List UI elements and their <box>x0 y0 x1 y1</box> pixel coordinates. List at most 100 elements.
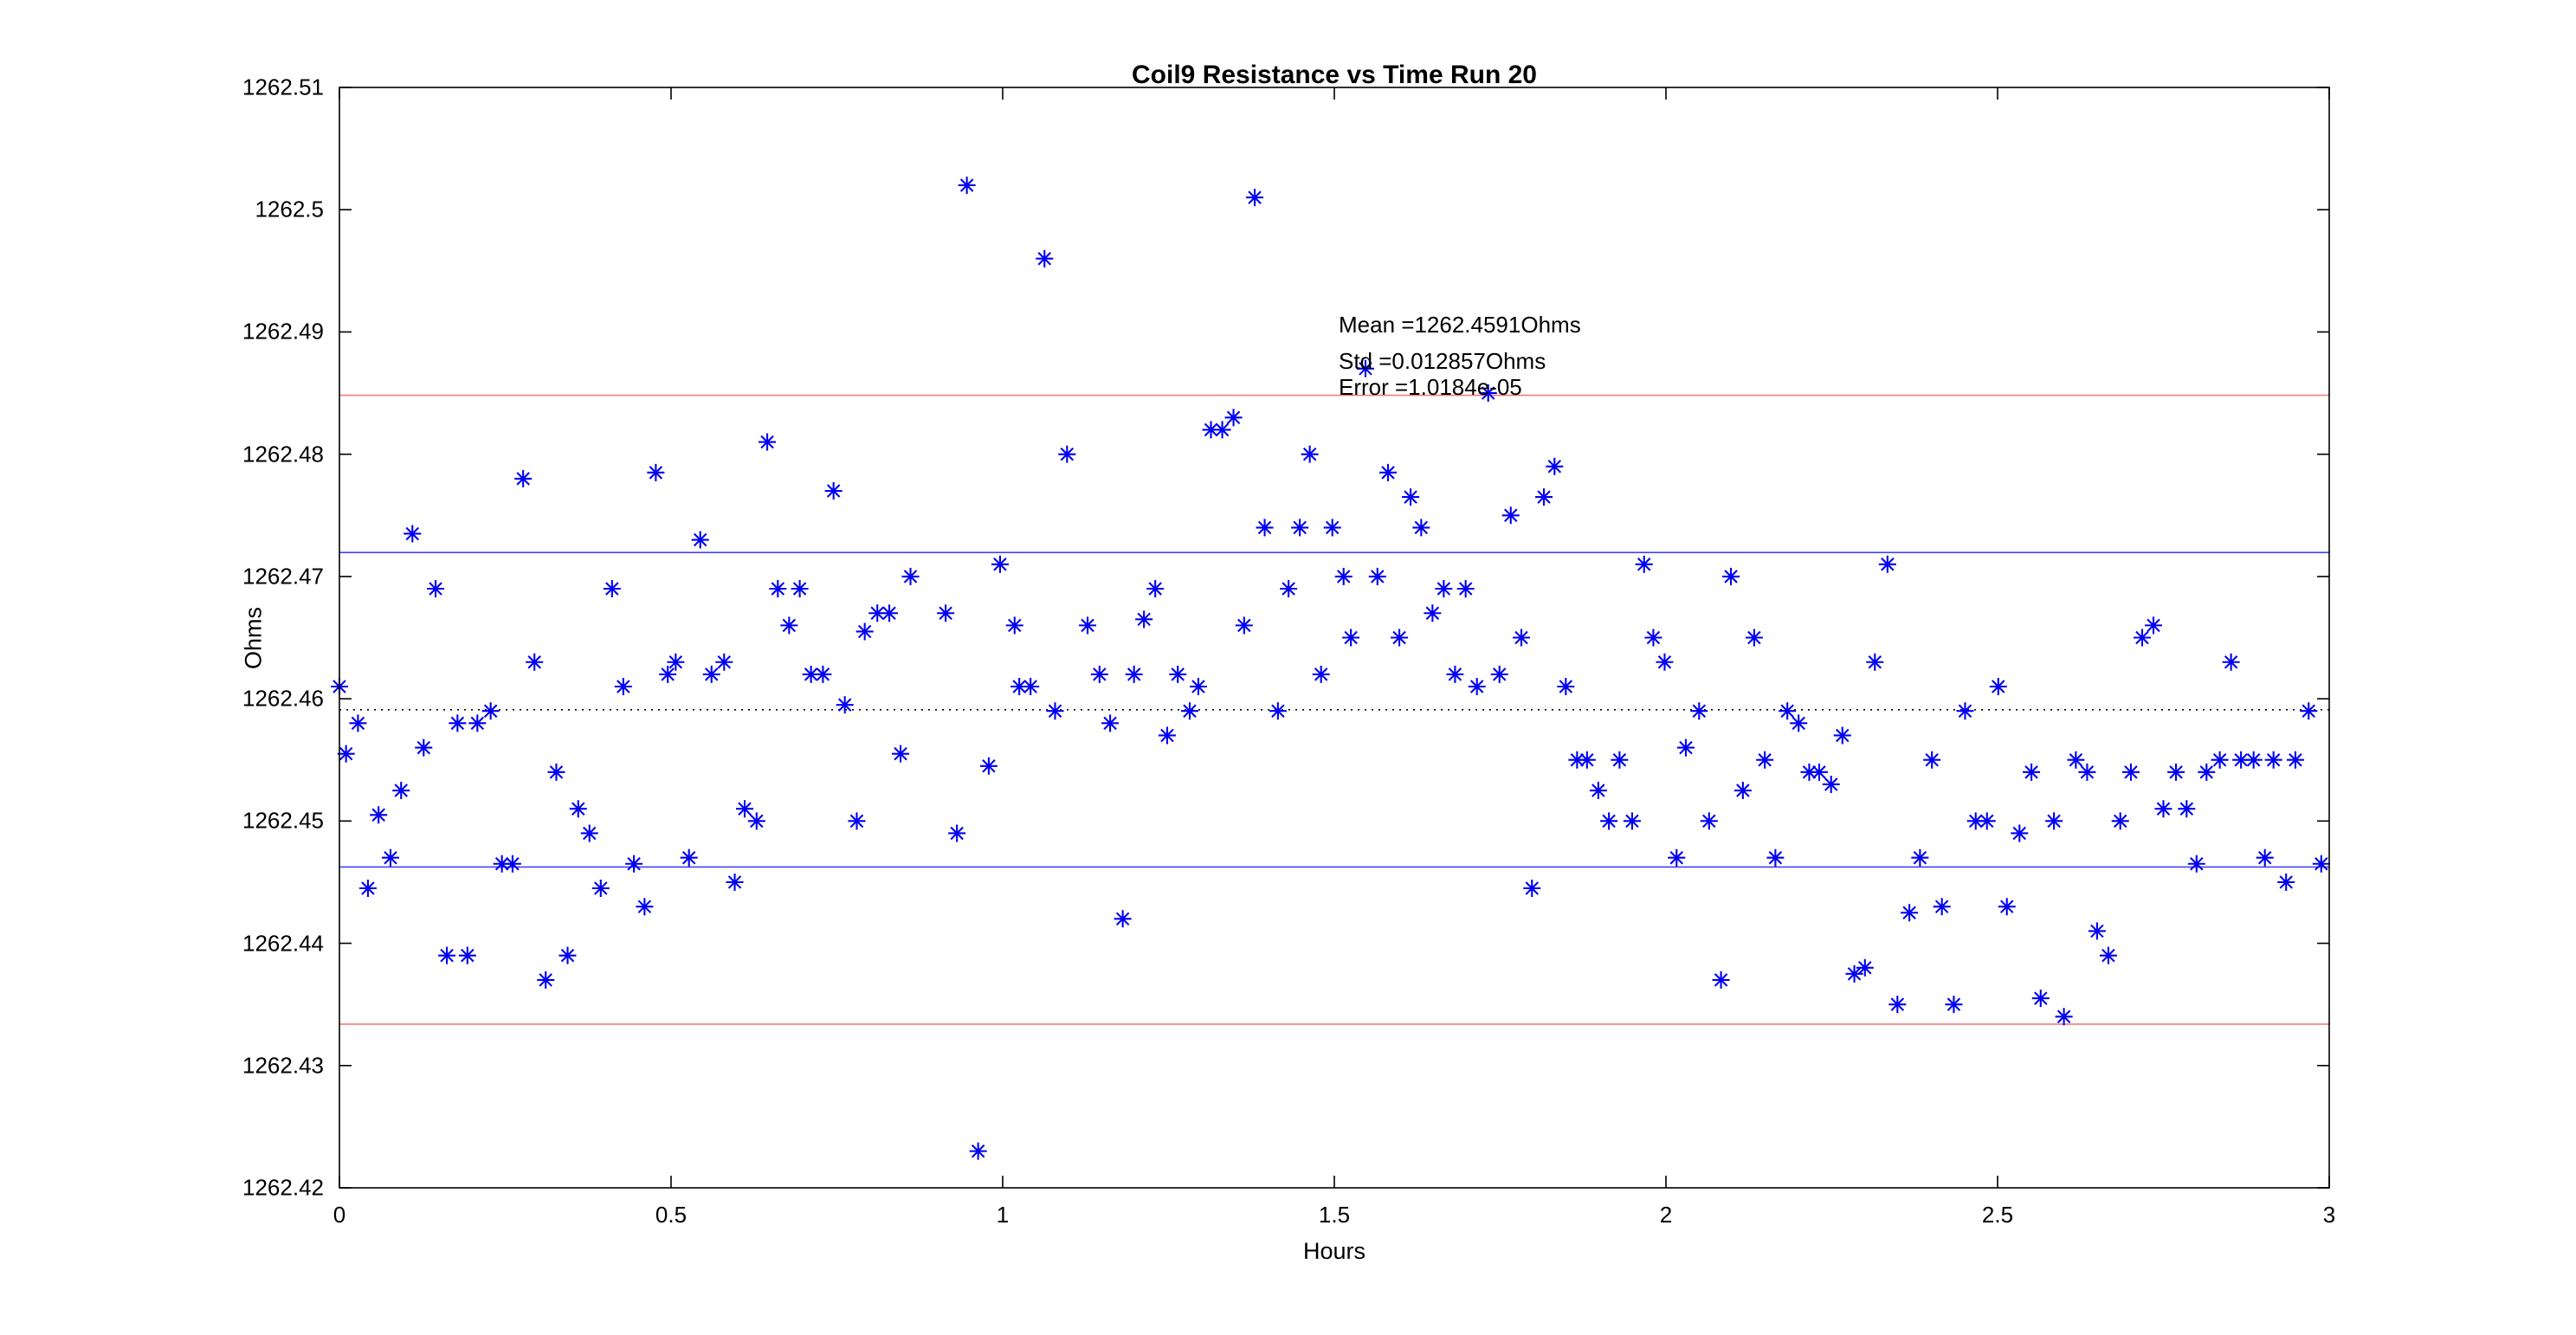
x-tick-label: 1.5 <box>1318 1202 1351 1228</box>
data-point-marker <box>1901 904 1919 922</box>
data-point-marker <box>1189 677 1207 695</box>
data-point-marker <box>1589 782 1607 800</box>
data-point-marker <box>1501 506 1520 525</box>
data-point-marker <box>1700 812 1718 830</box>
data-point-marker <box>680 848 698 867</box>
y-tick-label: 1262.44 <box>242 930 324 957</box>
data-point-marker <box>1291 519 1309 537</box>
data-point-marker <box>337 745 355 763</box>
data-point-marker <box>1956 702 1974 720</box>
data-point-marker <box>2211 751 2229 769</box>
data-point-marker <box>514 469 533 487</box>
data-point-marker <box>1833 726 1851 745</box>
data-point-marker <box>1911 848 1929 867</box>
data-point-marker <box>2222 653 2240 671</box>
data-point-marker <box>1036 249 1054 268</box>
data-point-marker <box>1866 653 1884 671</box>
data-point-marker <box>948 824 966 842</box>
data-point-marker <box>958 176 976 194</box>
data-point-marker <box>2244 751 2263 769</box>
data-point-marker <box>449 714 467 732</box>
data-point-marker <box>1635 555 1653 573</box>
data-point-marker <box>868 604 887 622</box>
data-point-marker <box>1181 702 1199 720</box>
y-tick-label: 1262.49 <box>242 318 324 345</box>
data-point-marker <box>659 665 677 683</box>
data-point-marker <box>1668 848 1686 867</box>
data-point-marker <box>1535 488 1553 506</box>
data-point-marker <box>1213 421 1231 439</box>
data-point-marker <box>2256 848 2274 867</box>
data-point-marker <box>1845 964 1863 983</box>
data-point-marker <box>427 580 445 598</box>
data-point-marker <box>1312 665 1330 683</box>
scatter-series <box>331 176 2330 1160</box>
data-point-marker <box>2023 763 2041 781</box>
data-point-marker <box>2154 800 2172 818</box>
data-point-marker <box>503 855 521 873</box>
data-point-marker <box>1745 629 1763 647</box>
data-point-marker <box>647 463 665 481</box>
data-point-marker <box>1269 702 1287 720</box>
data-point-marker <box>667 653 685 671</box>
data-point-marker <box>1623 812 1641 830</box>
data-point-marker <box>791 580 809 598</box>
data-point-marker <box>2078 763 2096 781</box>
data-point-marker <box>2232 751 2250 769</box>
data-point-marker <box>2178 800 2196 818</box>
data-point-marker <box>526 653 544 671</box>
data-point-marker <box>1790 714 1808 732</box>
data-point-marker <box>1888 996 1907 1014</box>
data-point-marker <box>1114 910 1132 928</box>
data-point-marker <box>769 580 787 598</box>
data-point-marker <box>1546 457 1564 475</box>
data-point-marker <box>1235 616 1253 635</box>
x-tick-label: 0.5 <box>655 1202 688 1228</box>
data-point-marker <box>1301 445 1319 463</box>
data-point-marker <box>547 763 565 781</box>
data-point-marker <box>1342 629 1360 647</box>
data-point-marker <box>881 604 899 622</box>
data-point-marker <box>2045 812 2063 830</box>
data-point-marker <box>2187 855 2205 873</box>
data-point-marker <box>1676 738 1695 757</box>
data-point-marker <box>1779 702 1797 720</box>
y-axis-label: Ohms <box>240 606 267 670</box>
data-point-marker <box>747 812 765 830</box>
data-point-marker <box>537 971 555 989</box>
data-point-marker <box>715 653 733 671</box>
chart-title: Coil9 Resistance vs Time Run 20 <box>1132 61 1537 89</box>
data-point-marker <box>1513 629 1531 647</box>
data-point-marker <box>1933 898 1951 916</box>
data-point-marker <box>1357 359 1374 377</box>
data-point-marker <box>2167 763 2185 781</box>
y-tick-label: 1262.43 <box>242 1052 324 1079</box>
data-point-marker <box>802 665 820 683</box>
y-tick-label: 1262.42 <box>242 1174 324 1201</box>
y-tick-label: 1262.46 <box>242 685 324 712</box>
y-tick-label: 1262.51 <box>242 74 324 100</box>
data-point-marker <box>2133 629 2151 647</box>
data-point-marker <box>1923 751 1941 769</box>
data-point-marker <box>1800 763 1818 781</box>
data-point-marker <box>836 696 854 714</box>
data-point-marker <box>2286 751 2304 769</box>
data-point-marker <box>1246 189 1264 207</box>
data-point-marker <box>1856 958 1874 977</box>
y-tick-label: 1262.5 <box>255 196 324 222</box>
data-point-marker <box>991 555 1009 573</box>
data-point-marker <box>1101 714 1120 732</box>
data-point-marker <box>1079 616 1097 635</box>
data-point-marker <box>1402 488 1420 506</box>
data-point-marker <box>558 946 577 964</box>
data-point-marker <box>1125 665 1143 683</box>
data-point-marker <box>1766 848 1785 867</box>
data-point-marker <box>404 525 422 543</box>
data-point-marker <box>1712 971 1730 989</box>
data-point-marker <box>1391 629 1409 647</box>
data-point-marker <box>2055 1008 2073 1026</box>
data-point-marker <box>780 616 798 635</box>
data-point-marker <box>726 873 744 891</box>
x-tick-label: 2.5 <box>1981 1202 2014 1228</box>
data-point-marker <box>1733 782 1752 800</box>
